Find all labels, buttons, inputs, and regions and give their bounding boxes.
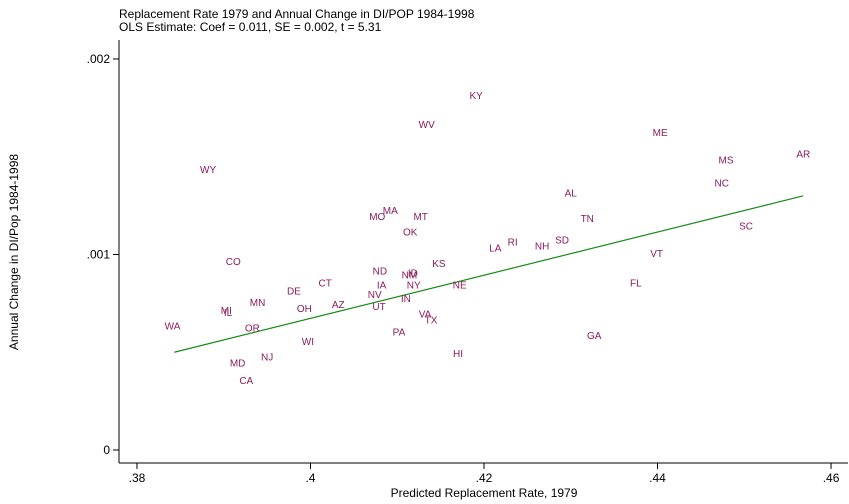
point-label: CT [319,278,332,289]
point-label: NJ [261,353,273,364]
point-label: IN [401,294,411,305]
point-label: SD [555,235,569,246]
point-label: IL [224,308,233,319]
y-tick-label: .002 [87,52,111,66]
point-label: NY [407,280,421,291]
x-tick-label: .44 [649,471,666,485]
point-label: MA [383,206,398,217]
x-axis-label: Predicted Replacement Rate, 1979 [391,486,578,500]
point-label: AR [796,149,810,160]
point-label: UT [372,302,385,313]
point-label: NC [714,179,728,190]
point-label: WA [165,321,181,332]
point-label: PA [393,327,406,338]
point-label: MI [221,306,232,317]
point-label: NH [535,241,549,252]
point-label: KS [432,259,446,270]
x-tick-label: .42 [476,471,493,485]
point-label: CO [226,257,241,268]
point-label: VT [650,249,663,260]
point-label: ND [373,267,387,278]
point-label: WI [302,337,314,348]
point-label: TX [425,316,438,327]
point-label: LA [489,243,502,254]
point-label: VA [419,310,432,321]
point-label: WY [200,165,216,176]
chart-title: Replacement Rate 1979 and Annual Change … [119,7,475,21]
point-label: DE [287,286,301,297]
point-label: MT [413,212,427,223]
point-label: HI [453,349,463,360]
point-label: MN [250,298,266,309]
point-label: SC [739,222,753,233]
point-label: KY [470,91,484,102]
point-label: TN [581,214,594,225]
point-label: ID [408,269,418,280]
point-label: NM [402,271,418,282]
point-label: NE [453,280,467,291]
point-label: RI [508,237,518,248]
point-label: MS [719,155,734,166]
point-label: AZ [332,300,345,311]
chart-subtitle: OLS Estimate: Coef = 0.011, SE = 0.002, … [119,20,382,34]
point-label: MO [369,212,385,223]
point-label: FL [630,278,642,289]
fit-line [174,195,804,353]
point-label: GA [587,331,602,342]
point-label: OK [403,228,418,239]
point-label: OR [245,323,260,334]
x-tick-label: .46 [823,471,840,485]
point-label: AL [565,189,578,200]
point-label: OH [297,304,312,315]
y-axis-label: Annual Change in DI/Pop 1984-1998 [7,154,21,350]
x-tick-label: .38 [129,471,146,485]
x-tick-label: .4 [305,471,315,485]
y-tick-label: 0 [103,443,110,457]
point-label: CA [239,376,253,387]
point-label: MD [230,359,246,370]
point-label: NV [368,290,382,301]
point-label: ME [653,128,668,139]
point-label: IA [377,280,387,291]
point-label: WV [419,120,435,131]
y-tick-label: .001 [87,247,111,261]
